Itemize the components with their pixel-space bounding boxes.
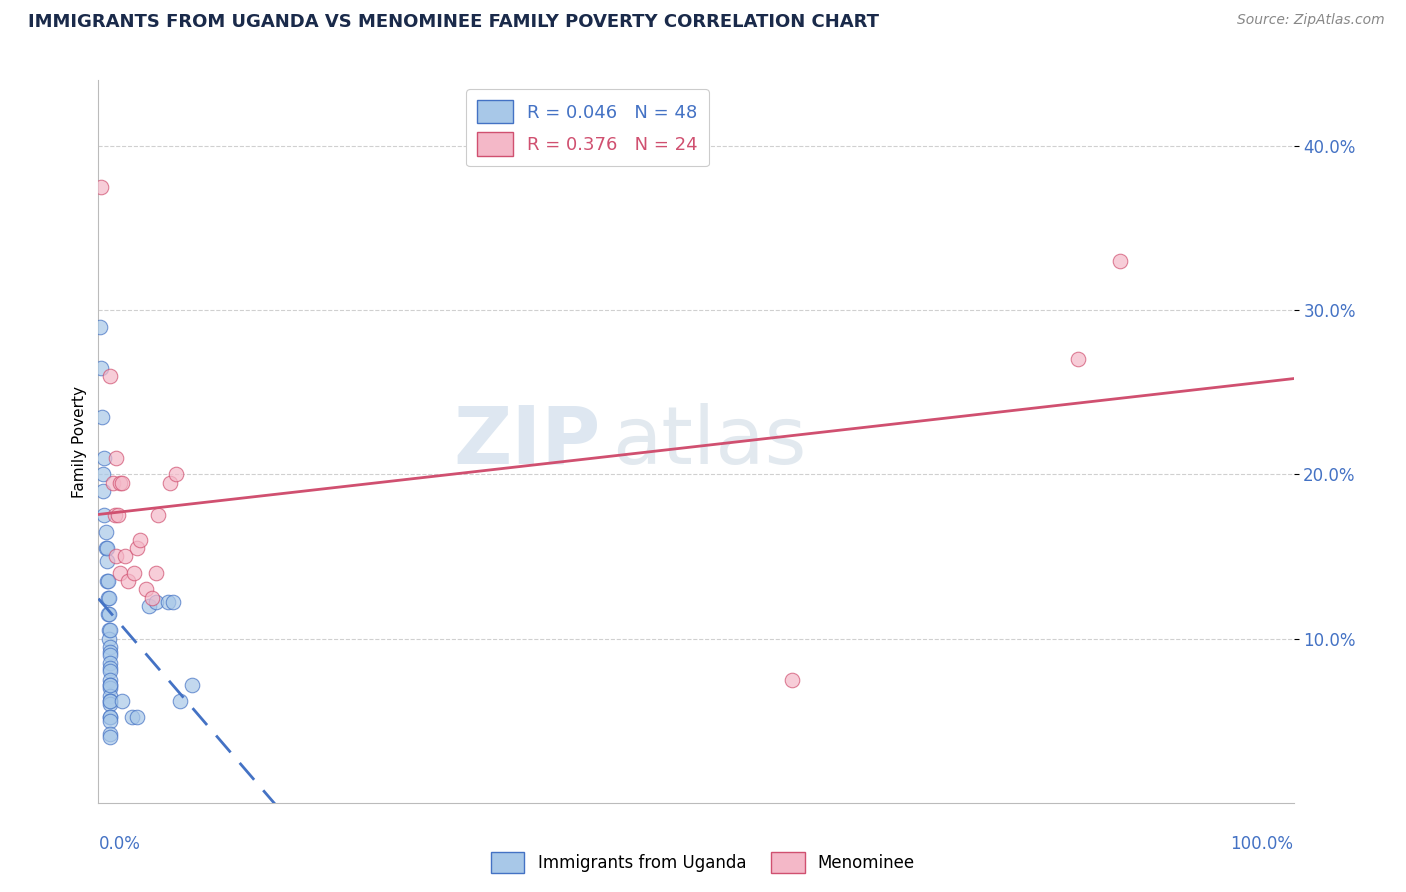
Point <box>98 710 122 724</box>
Point <box>98 730 122 744</box>
Point <box>169 694 191 708</box>
Text: 0.0%: 0.0% <box>98 835 141 854</box>
Point <box>89 319 111 334</box>
Point <box>90 180 112 194</box>
Legend: R = 0.046   N = 48, R = 0.376   N = 24: R = 0.046 N = 48, R = 0.376 N = 24 <box>465 89 709 167</box>
Point <box>124 566 146 580</box>
Point <box>141 591 163 605</box>
Point <box>121 710 143 724</box>
Point <box>180 677 202 691</box>
Point <box>108 475 131 490</box>
Point <box>104 508 127 523</box>
Point <box>98 694 122 708</box>
Point <box>91 467 114 482</box>
Point <box>145 595 167 609</box>
Point <box>145 566 167 580</box>
Point <box>1067 352 1090 367</box>
Point <box>98 673 122 687</box>
Point <box>90 360 112 375</box>
Point <box>156 595 179 609</box>
Text: Source: ZipAtlas.com: Source: ZipAtlas.com <box>1237 13 1385 28</box>
Point <box>125 710 148 724</box>
Point <box>135 582 157 597</box>
Point <box>96 554 118 568</box>
Point <box>93 450 115 465</box>
Point <box>98 591 121 605</box>
Point <box>162 595 184 609</box>
Text: 100.0%: 100.0% <box>1230 835 1294 854</box>
Point <box>159 475 181 490</box>
Point <box>96 574 118 588</box>
Point <box>94 541 117 556</box>
Point <box>93 508 115 523</box>
Point <box>111 694 134 708</box>
Legend: Immigrants from Uganda, Menominee: Immigrants from Uganda, Menominee <box>484 846 922 880</box>
Point <box>98 607 121 621</box>
Point <box>98 677 122 691</box>
Point <box>98 624 122 638</box>
Point <box>94 524 117 539</box>
Point <box>98 665 122 679</box>
Point <box>97 607 120 621</box>
Point <box>101 475 124 490</box>
Point <box>105 450 128 465</box>
Point <box>98 648 122 662</box>
Point <box>98 368 122 383</box>
Point <box>98 710 122 724</box>
Point <box>138 599 160 613</box>
Point <box>91 483 114 498</box>
Point <box>98 645 122 659</box>
Point <box>129 533 152 547</box>
Y-axis label: Family Poverty: Family Poverty <box>72 385 87 498</box>
Point <box>780 673 803 687</box>
Point <box>107 508 129 523</box>
Point <box>165 467 187 482</box>
Point <box>97 591 120 605</box>
Point <box>98 657 122 671</box>
Point <box>98 640 122 654</box>
Point <box>98 661 122 675</box>
Point <box>98 714 122 728</box>
Point <box>97 574 120 588</box>
Point <box>1109 253 1132 268</box>
Point <box>98 727 122 741</box>
Text: ZIP: ZIP <box>453 402 600 481</box>
Point <box>98 689 122 703</box>
Point <box>105 549 128 564</box>
Point <box>91 409 114 424</box>
Point <box>98 632 121 646</box>
Point <box>98 677 122 691</box>
Point <box>98 694 122 708</box>
Point <box>96 541 118 556</box>
Point <box>98 681 122 695</box>
Text: IMMIGRANTS FROM UGANDA VS MENOMINEE FAMILY POVERTY CORRELATION CHART: IMMIGRANTS FROM UGANDA VS MENOMINEE FAMI… <box>28 13 879 31</box>
Point <box>125 541 148 556</box>
Point <box>108 566 131 580</box>
Point <box>111 475 134 490</box>
Text: atlas: atlas <box>613 402 807 481</box>
Point <box>117 574 139 588</box>
Point <box>98 624 121 638</box>
Point <box>114 549 136 564</box>
Point <box>98 698 122 712</box>
Point <box>148 508 170 523</box>
